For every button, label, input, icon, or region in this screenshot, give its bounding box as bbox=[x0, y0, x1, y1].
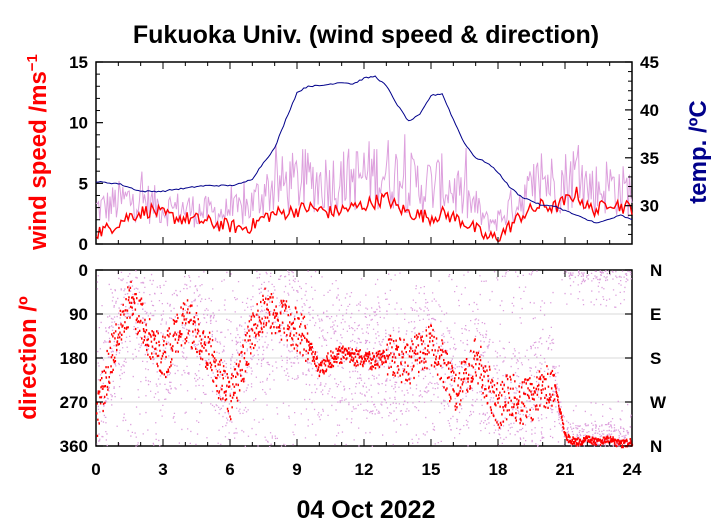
y2-axis-label-temp: temp. /ºC bbox=[685, 100, 712, 203]
x-tick-label: 15 bbox=[422, 460, 441, 479]
top-panel: 0 5 10 15 30 35 40 45 bbox=[69, 53, 659, 254]
compass-tick-label: E bbox=[650, 305, 661, 324]
compass-tick-label: N bbox=[650, 437, 662, 456]
bottom-axes: 0 90 180 270 360 N E S W N 0 3 6 9 12 15 18 21 24 bbox=[60, 261, 667, 479]
wind-speed-tick-label: 5 bbox=[79, 174, 88, 193]
y-axis-label-direction: direction /º bbox=[15, 296, 42, 420]
temp-tick-label: 45 bbox=[640, 53, 659, 72]
temp-tick-label: 40 bbox=[640, 101, 659, 120]
mean-wind-series-line bbox=[95, 186, 633, 243]
direction-tick-label: 90 bbox=[69, 305, 88, 324]
direction-tick-label: 0 bbox=[79, 261, 88, 280]
x-tick-label: 6 bbox=[225, 460, 234, 479]
wind-speed-label-exponent: −1 bbox=[24, 54, 41, 71]
x-tick-label: 21 bbox=[556, 460, 575, 479]
x-tick-label: 9 bbox=[292, 460, 301, 479]
x-tick-label: 0 bbox=[91, 460, 100, 479]
wind-speed-label-text: wind speed /ms bbox=[25, 71, 52, 251]
compass-tick-label: S bbox=[650, 349, 661, 368]
wind-speed-tick-label: 15 bbox=[69, 53, 88, 72]
compass-tick-label: W bbox=[650, 393, 667, 412]
direction-tick-label: 270 bbox=[60, 393, 88, 412]
direction-tick-label: 180 bbox=[60, 349, 88, 368]
wind-speed-tick-label: 0 bbox=[79, 235, 88, 254]
bottom-plot-area bbox=[96, 270, 634, 449]
direction-tick-label: 360 bbox=[60, 437, 88, 456]
x-tick-label: 18 bbox=[489, 460, 508, 479]
temp-tick-label: 30 bbox=[640, 197, 659, 216]
top-plot-area bbox=[95, 75, 633, 243]
bottom-panel: 0 90 180 270 360 N E S W N 0 3 6 9 12 15 18 21 24 bbox=[60, 261, 667, 479]
temp-tick-label: 35 bbox=[640, 149, 659, 168]
temperature-series-line bbox=[96, 75, 633, 224]
x-tick-label: 3 bbox=[158, 460, 167, 479]
gust-series-line bbox=[95, 134, 633, 232]
y-axis-label-wind-speed: wind speed /ms−1 bbox=[24, 54, 52, 251]
compass-tick-label: N bbox=[650, 261, 662, 280]
x-axis-label-date: 04 Oct 2022 bbox=[297, 496, 436, 524]
x-tick-label: 12 bbox=[355, 460, 374, 479]
chart-title: Fukuoka Univ. (wind speed & direction) bbox=[133, 21, 599, 49]
x-tick-label: 24 bbox=[623, 460, 642, 479]
wind-speed-tick-label: 10 bbox=[69, 114, 88, 133]
top-axes: 0 5 10 15 30 35 40 45 bbox=[69, 53, 659, 254]
